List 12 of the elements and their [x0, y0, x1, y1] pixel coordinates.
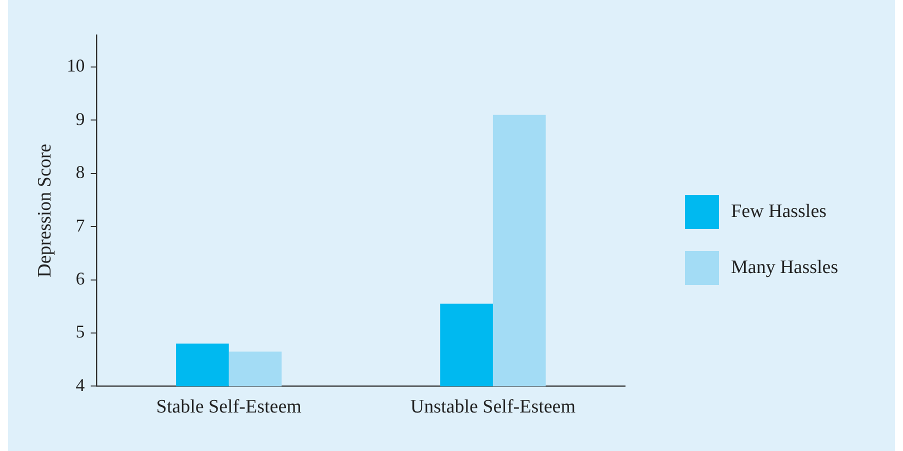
- y-tick-label: 9: [76, 108, 85, 129]
- y-tick-label: 6: [76, 268, 85, 289]
- y-tick-label: 4: [76, 374, 85, 395]
- y-tick-label: 10: [66, 56, 85, 76]
- y-axis-title: Depression Score: [34, 144, 56, 278]
- y-tick-label: 8: [76, 162, 85, 182]
- y-tick-label: 5: [76, 322, 85, 342]
- y-tick-label: 7: [76, 215, 85, 236]
- legend-label: Few Hassles: [731, 201, 827, 223]
- legend-label: Many Hassles: [731, 257, 838, 279]
- x-tick-label: Stable Self-Esteem: [156, 396, 302, 418]
- x-tick-label: Unstable Self-Esteem: [410, 396, 576, 418]
